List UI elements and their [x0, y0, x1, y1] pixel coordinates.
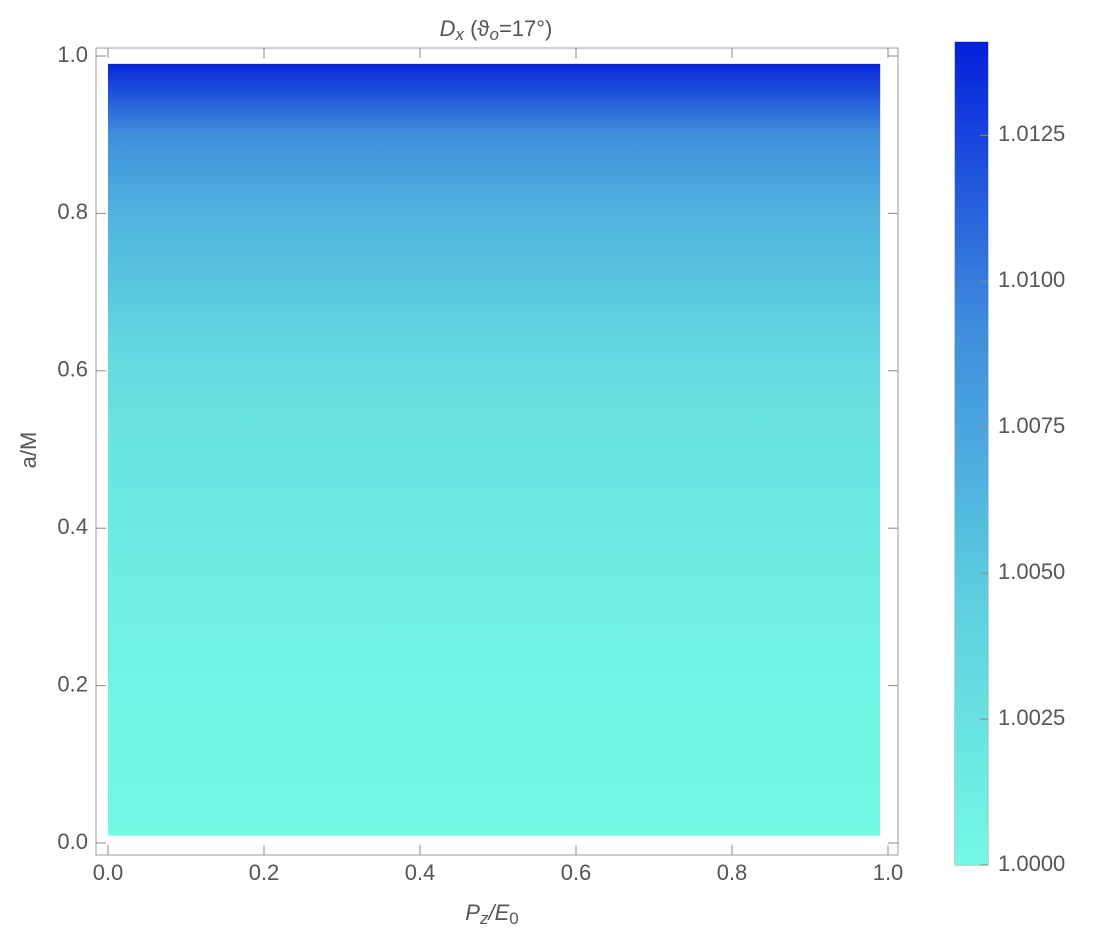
x-tick-label: 0.4 [405, 860, 436, 885]
label-part: /E [486, 900, 509, 925]
x-tick-label: 1.0 [873, 860, 904, 885]
x-tick-label: 0.6 [561, 860, 592, 885]
label-part: (ϑ [464, 16, 489, 41]
label-part: D [440, 16, 456, 41]
density-band [108, 370, 881, 529]
density-band [108, 685, 881, 836]
y-axis-label: a/M [16, 432, 41, 469]
density-band [108, 528, 881, 687]
y-tick-label: 0.8 [57, 199, 88, 224]
density-band [108, 213, 881, 372]
label-part: =17°) [499, 16, 552, 41]
label-part: P [465, 900, 480, 925]
density-band [108, 134, 881, 214]
x-tick-label: 0.2 [249, 860, 280, 885]
x-tick-label: 0.8 [717, 860, 748, 885]
y-tick-label: 1.0 [57, 42, 88, 67]
plot-frame [95, 47, 899, 856]
y-tick-label: 0.4 [57, 514, 88, 539]
x-tick-label: 0.0 [93, 860, 124, 885]
chart-title: Dx (ϑo=17°) [440, 16, 553, 44]
label-part: x [454, 25, 464, 44]
label-part: z [479, 909, 489, 928]
colorbar-tick-label: 1.0075 [998, 413, 1065, 438]
colorbar-tick-label: 1.0125 [998, 121, 1065, 146]
colorbar-tick-label: 1.0025 [998, 705, 1065, 730]
colorbar-tick-label: 1.0050 [998, 559, 1065, 584]
y-tick-label: 0.2 [57, 671, 88, 696]
colorbar-tick-label: 1.0100 [998, 267, 1065, 292]
colorbar [955, 42, 988, 865]
y-tick-label: 0.0 [57, 829, 88, 854]
x-axis-label: Pz/E0 [465, 900, 518, 928]
y-tick-label: 0.6 [57, 357, 88, 382]
label-part: o [489, 25, 498, 44]
colorbar-tick-label: 1.0000 [998, 851, 1065, 876]
label-part: 0 [509, 909, 518, 928]
density-band [108, 63, 881, 136]
